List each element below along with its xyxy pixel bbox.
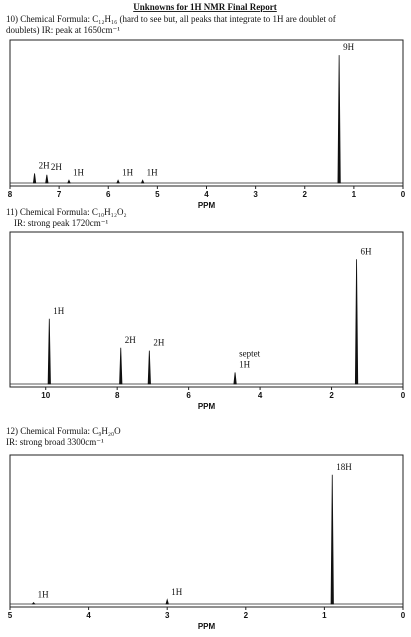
problem-line: IR: strong peak 1720cm⁻¹ <box>14 218 108 228</box>
peak-label: 9H <box>343 42 355 52</box>
x-tick-label: 3 <box>253 190 258 199</box>
x-tick-label: 4 <box>86 611 91 620</box>
problem-line: 11) Chemical Formula: C₁₀H₁₂O₂ <box>6 207 127 217</box>
peak <box>140 179 145 184</box>
x-tick-label: 0 <box>401 391 406 400</box>
x-tick-label: 10 <box>41 391 50 400</box>
x-tick-label: 3 <box>165 611 170 620</box>
x-tick-label: 8 <box>115 391 120 400</box>
peak <box>354 259 359 385</box>
x-tick-label: 4 <box>204 190 209 199</box>
plot-frame <box>9 454 404 608</box>
peak <box>45 174 49 184</box>
page-title: Unknowns for 1H NMR Final Report <box>133 2 277 12</box>
peak <box>119 347 123 385</box>
peak <box>47 318 51 385</box>
x-tick-label: 2 <box>303 190 308 199</box>
peak-label: 18H <box>336 462 352 472</box>
x-axis-label: PPM <box>198 622 216 631</box>
x-tick-label: 6 <box>106 190 111 199</box>
peak <box>233 372 237 385</box>
x-axis-label: PPM <box>198 201 216 210</box>
x-tick-label: 0 <box>401 190 406 199</box>
x-tick-label: 2 <box>244 611 249 620</box>
x-tick-label: 7 <box>57 190 62 199</box>
peak-label: 1H <box>38 590 50 600</box>
x-tick-label: 1 <box>322 611 327 620</box>
peak-label: 1H <box>122 167 134 177</box>
peak <box>165 598 169 605</box>
peak <box>67 179 71 184</box>
peak-label: 1H <box>239 359 251 369</box>
plot-frame <box>9 39 404 187</box>
problem-line: 10) Chemical Formula: C₁₂H₁₆ (hard to se… <box>6 14 336 24</box>
peak <box>147 350 151 385</box>
problem-line: IR: strong broad 3300cm⁻¹ <box>6 437 104 447</box>
x-tick-label: 5 <box>155 190 160 199</box>
problem-line: doublets) IR: peak at 1650cm⁻¹ <box>6 25 120 35</box>
peak-label: 6H <box>361 246 373 256</box>
x-axis-label: PPM <box>198 402 216 411</box>
peak-label: 2H <box>51 162 63 172</box>
x-tick-label: 6 <box>186 391 191 400</box>
peak-label: 1H <box>171 587 183 597</box>
peak-label: 1H <box>53 306 65 316</box>
peak-label: septet <box>239 348 260 358</box>
peak-label: 1H <box>147 167 159 177</box>
x-tick-label: 0 <box>401 611 406 620</box>
peak-label: 2H <box>39 161 51 171</box>
peak-label: 2H <box>125 335 137 345</box>
x-tick-label: 2 <box>329 391 334 400</box>
peak <box>31 601 36 605</box>
x-tick-label: 1 <box>352 190 357 199</box>
x-tick-label: 4 <box>258 391 263 400</box>
x-tick-label: 5 <box>8 611 13 620</box>
peak <box>330 474 334 605</box>
problem-line: 12) Chemical Formula: C₉H₂₀O <box>6 426 121 436</box>
peak <box>32 173 37 184</box>
peak <box>337 55 341 184</box>
plot-frame <box>9 231 404 388</box>
peak-label: 2H <box>153 338 165 348</box>
peak-label: 1H <box>73 167 85 177</box>
peak <box>116 179 120 184</box>
x-tick-label: 8 <box>8 190 13 199</box>
